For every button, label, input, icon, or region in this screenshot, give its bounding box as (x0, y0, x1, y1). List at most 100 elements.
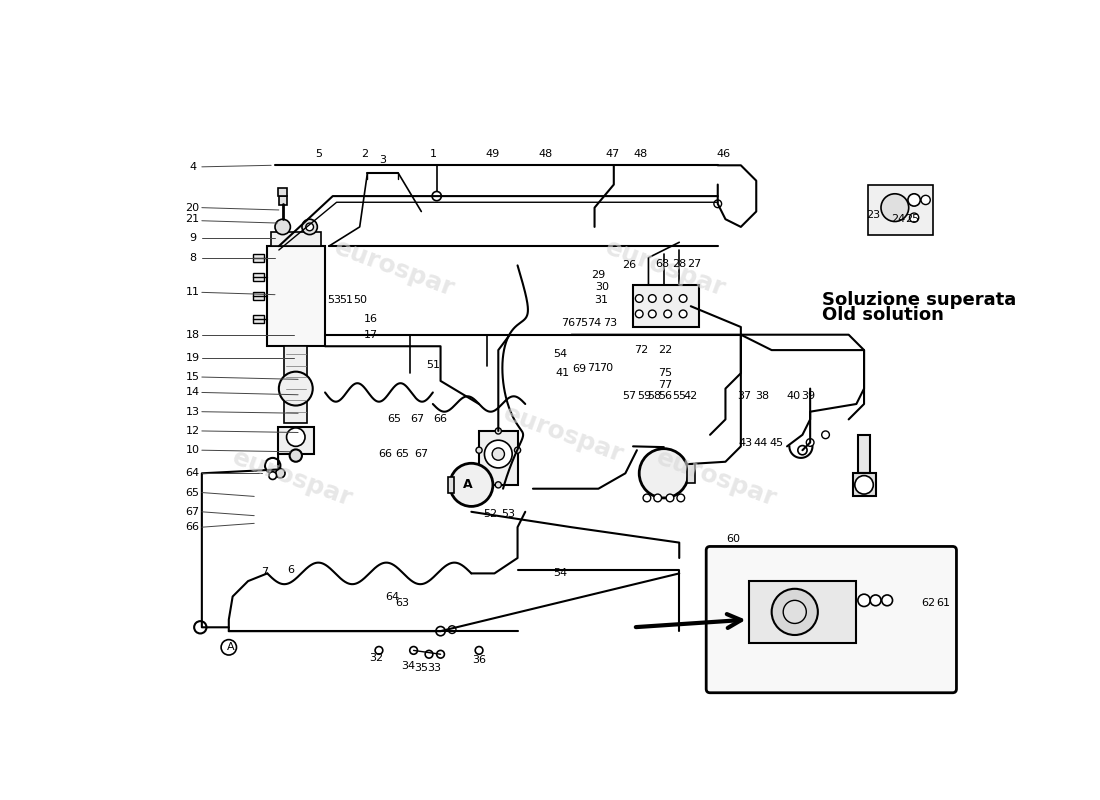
Circle shape (375, 646, 383, 654)
Text: 31: 31 (594, 295, 607, 305)
Text: eurospar: eurospar (229, 445, 356, 511)
Circle shape (636, 294, 644, 302)
Text: 72: 72 (634, 345, 648, 355)
Text: 50: 50 (353, 295, 366, 305)
Circle shape (409, 646, 418, 654)
Text: 55: 55 (672, 391, 686, 402)
Circle shape (663, 310, 671, 318)
Circle shape (644, 494, 651, 502)
Text: 66: 66 (186, 522, 199, 532)
Circle shape (639, 449, 689, 498)
Text: A: A (228, 642, 235, 651)
Circle shape (425, 650, 433, 658)
Bar (449, 477, 454, 493)
Text: 65: 65 (186, 487, 199, 498)
Text: 24: 24 (892, 214, 905, 224)
Circle shape (268, 472, 276, 479)
Text: 18: 18 (186, 330, 200, 340)
Text: 37: 37 (738, 391, 751, 402)
FancyBboxPatch shape (706, 546, 957, 693)
Circle shape (663, 294, 671, 302)
Circle shape (449, 626, 456, 634)
Circle shape (436, 626, 446, 636)
Text: 42: 42 (684, 391, 697, 402)
Text: 29: 29 (592, 270, 605, 281)
Circle shape (476, 447, 482, 454)
Text: 48: 48 (539, 149, 553, 158)
Text: 39: 39 (801, 391, 815, 402)
Text: 10: 10 (186, 445, 199, 455)
Circle shape (636, 310, 644, 318)
Text: 28: 28 (672, 259, 686, 269)
Text: 77: 77 (658, 380, 672, 390)
Text: 30: 30 (595, 282, 609, 292)
Text: 60: 60 (726, 534, 740, 544)
Bar (634, 285, 698, 327)
Text: 46: 46 (716, 149, 730, 158)
Circle shape (653, 494, 661, 502)
Text: 13: 13 (186, 406, 199, 417)
Text: 51: 51 (426, 361, 440, 370)
Bar (858, 435, 870, 474)
Text: 3: 3 (379, 155, 386, 165)
Bar (271, 232, 321, 246)
Text: 67: 67 (186, 507, 200, 517)
Text: 26: 26 (623, 261, 636, 270)
Circle shape (475, 646, 483, 654)
Text: 54: 54 (553, 349, 566, 359)
Circle shape (515, 447, 520, 454)
Bar (284, 346, 307, 423)
Text: 36: 36 (472, 654, 486, 665)
Bar (480, 431, 517, 485)
Text: 35: 35 (415, 663, 428, 673)
Text: 34: 34 (402, 661, 416, 670)
Text: 22: 22 (658, 345, 672, 355)
Text: 76: 76 (561, 318, 575, 328)
Circle shape (265, 458, 280, 474)
Text: 74: 74 (587, 318, 602, 328)
Circle shape (882, 595, 892, 606)
Circle shape (649, 310, 656, 318)
Text: 25: 25 (905, 214, 920, 224)
Circle shape (798, 446, 807, 455)
Text: 43: 43 (738, 438, 752, 447)
Text: 68: 68 (656, 259, 670, 269)
Text: 14: 14 (186, 387, 200, 398)
Circle shape (495, 482, 502, 488)
Text: eurospar: eurospar (602, 235, 729, 302)
Circle shape (680, 310, 686, 318)
Text: 49: 49 (486, 149, 500, 158)
Text: 63: 63 (395, 598, 409, 608)
Bar (267, 246, 326, 346)
Text: 11: 11 (186, 287, 199, 298)
Text: 6: 6 (287, 565, 294, 574)
Text: 16: 16 (364, 314, 378, 324)
Text: 66: 66 (433, 414, 448, 424)
Text: 44: 44 (754, 438, 768, 447)
Text: 57: 57 (623, 391, 636, 402)
Text: 20: 20 (186, 202, 200, 213)
Circle shape (275, 219, 290, 234)
Text: 65: 65 (387, 414, 402, 424)
Circle shape (921, 195, 931, 205)
Circle shape (195, 621, 207, 634)
Text: 41: 41 (556, 368, 570, 378)
Bar (278, 188, 287, 196)
Text: 21: 21 (186, 214, 200, 224)
Text: 67: 67 (410, 414, 425, 424)
Bar (253, 292, 264, 300)
Text: 62: 62 (921, 598, 935, 608)
Circle shape (301, 219, 317, 234)
Circle shape (649, 294, 656, 302)
Text: 75: 75 (574, 318, 589, 328)
Text: 12: 12 (186, 426, 200, 436)
Circle shape (714, 200, 722, 208)
Circle shape (806, 438, 814, 446)
Text: 48: 48 (634, 149, 648, 158)
Text: 32: 32 (370, 653, 384, 663)
Text: Soluzione superata: Soluzione superata (822, 291, 1016, 309)
Text: 9: 9 (189, 234, 196, 243)
Text: 23: 23 (866, 210, 880, 220)
Circle shape (289, 450, 301, 462)
Text: 53: 53 (328, 295, 341, 305)
